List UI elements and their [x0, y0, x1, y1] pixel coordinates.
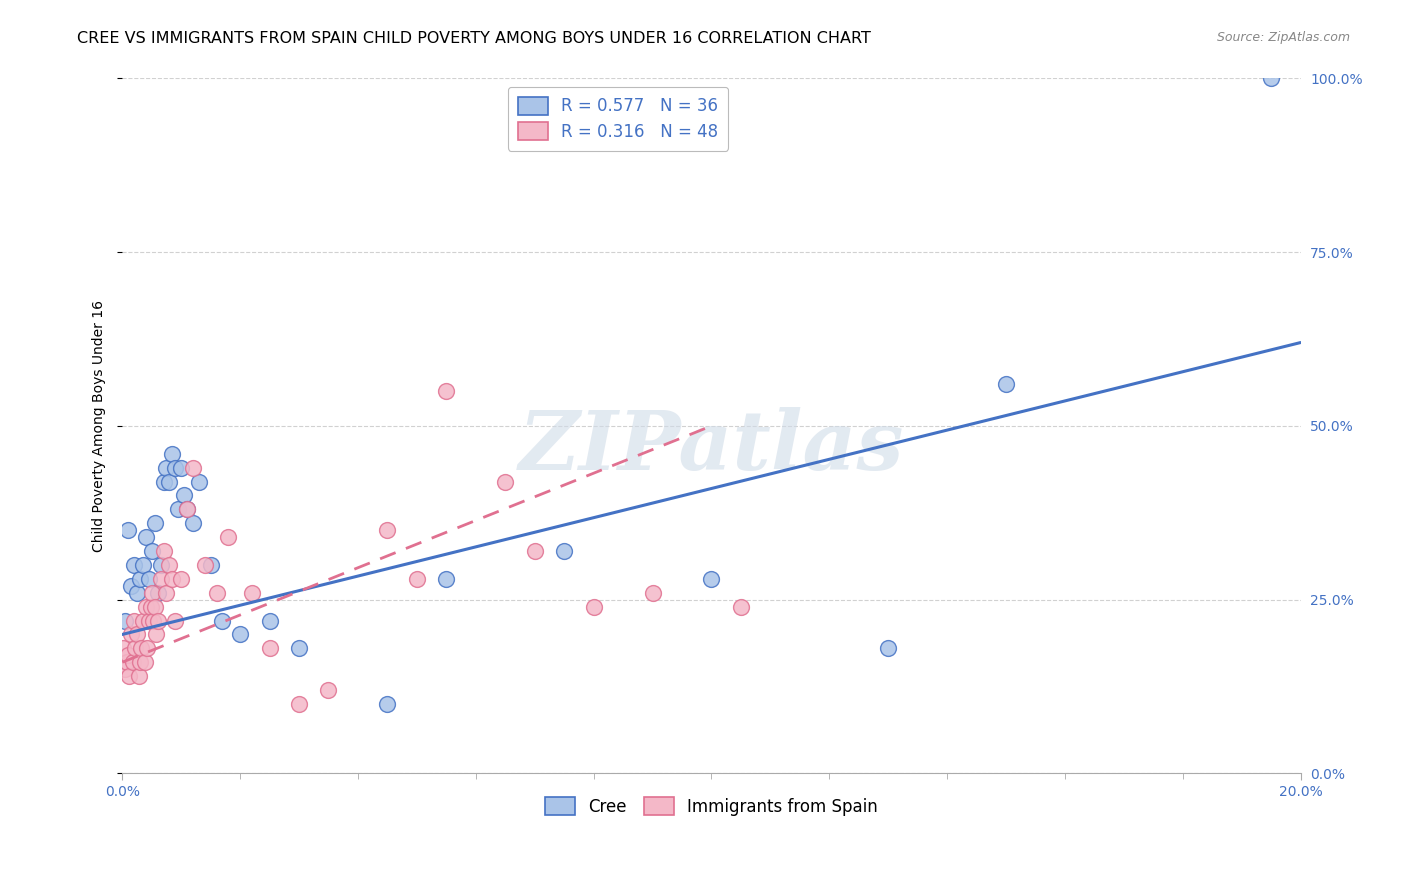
Point: [405, 572, 427, 586]
Point: [259, 641, 281, 656]
Point: [181, 460, 204, 475]
Point: [434, 384, 457, 399]
Point: [146, 586, 169, 600]
Point: [162, 447, 184, 461]
Point: [152, 475, 174, 489]
Point: [132, 558, 155, 572]
Point: [118, 669, 141, 683]
Point: [122, 614, 145, 628]
Point: [141, 544, 163, 558]
Point: [194, 558, 217, 572]
Point: [114, 662, 136, 676]
Point: [582, 599, 605, 614]
Point: [145, 627, 167, 641]
Point: [176, 502, 198, 516]
Point: [143, 516, 166, 531]
Point: [162, 572, 184, 586]
Point: [115, 655, 138, 669]
Point: [117, 648, 139, 663]
Point: [259, 614, 281, 628]
Point: [125, 586, 148, 600]
Point: [124, 641, 146, 656]
Point: [377, 523, 399, 537]
Point: [149, 572, 172, 586]
Point: [159, 558, 181, 572]
Point: [167, 502, 190, 516]
Point: [173, 488, 195, 502]
Point: [523, 544, 546, 558]
Point: [128, 669, 150, 683]
Point: [135, 530, 157, 544]
Point: [288, 697, 311, 711]
Point: [187, 475, 209, 489]
Point: [165, 460, 187, 475]
Point: [129, 641, 152, 656]
Point: [155, 586, 177, 600]
Point: [181, 516, 204, 531]
Point: [553, 544, 575, 558]
Point: [176, 502, 198, 516]
Point: [142, 614, 165, 628]
Point: [114, 614, 136, 628]
Point: [152, 544, 174, 558]
Text: Source: ZipAtlas.com: Source: ZipAtlas.com: [1216, 31, 1350, 45]
Point: [117, 523, 139, 537]
Point: [434, 572, 457, 586]
Point: [120, 579, 142, 593]
Point: [1260, 71, 1282, 86]
Point: [138, 572, 160, 586]
Point: [132, 614, 155, 628]
Point: [229, 627, 252, 641]
Y-axis label: Child Poverty Among Boys Under 16: Child Poverty Among Boys Under 16: [93, 300, 107, 552]
Text: CREE VS IMMIGRANTS FROM SPAIN CHILD POVERTY AMONG BOYS UNDER 16 CORRELATION CHAR: CREE VS IMMIGRANTS FROM SPAIN CHILD POVE…: [77, 31, 872, 46]
Point: [700, 572, 723, 586]
Point: [139, 599, 162, 614]
Point: [170, 460, 193, 475]
Point: [165, 614, 187, 628]
Point: [494, 475, 516, 489]
Point: [136, 641, 159, 656]
Point: [143, 599, 166, 614]
Point: [135, 599, 157, 614]
Point: [134, 655, 156, 669]
Point: [217, 530, 239, 544]
Point: [125, 627, 148, 641]
Point: [205, 586, 228, 600]
Point: [994, 377, 1017, 392]
Point: [146, 614, 169, 628]
Point: [155, 460, 177, 475]
Point: [170, 572, 193, 586]
Point: [730, 599, 752, 614]
Point: [211, 614, 233, 628]
Point: [318, 683, 340, 698]
Point: [377, 697, 399, 711]
Point: [877, 641, 900, 656]
Point: [141, 586, 163, 600]
Point: [159, 475, 181, 489]
Point: [120, 627, 142, 641]
Point: [641, 586, 664, 600]
Text: ZIPatlas: ZIPatlas: [519, 407, 904, 487]
Point: [149, 558, 172, 572]
Point: [138, 614, 160, 628]
Point: [240, 586, 263, 600]
Point: [129, 655, 152, 669]
Point: [122, 655, 145, 669]
Point: [200, 558, 222, 572]
Point: [288, 641, 311, 656]
Point: [122, 558, 145, 572]
Point: [129, 572, 152, 586]
Point: [112, 641, 135, 656]
Legend: Cree, Immigrants from Spain: Cree, Immigrants from Spain: [537, 789, 886, 824]
